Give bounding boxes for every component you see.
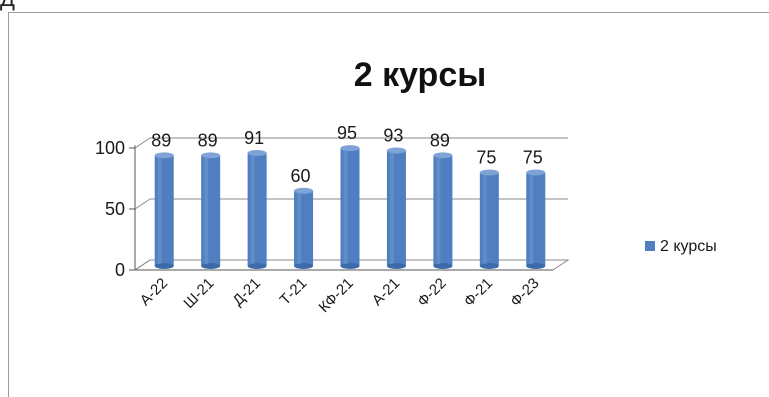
bar [386,147,406,269]
data-label: 60 [291,166,311,186]
data-label: 89 [198,130,218,150]
bar-base [386,263,406,269]
bar-top [154,152,174,159]
y-tick-label: 50 [105,199,125,219]
category-label: А-22 [137,275,171,309]
bar-base [201,263,221,269]
bar-highlight [297,192,302,264]
bar-body [479,172,499,266]
bar-body [386,150,406,266]
category-label: Ш-21 [180,275,217,312]
bar-body [247,152,267,266]
bars [154,145,546,269]
category-label: КФ-21 [316,275,357,316]
y-tick-label: 100 [95,138,125,158]
axes [129,145,570,271]
bar-top [201,152,221,159]
bar [201,152,221,269]
bar-body [433,155,453,266]
bar [526,169,546,269]
legend-swatch [645,241,655,251]
bar-top [386,147,406,154]
bar-highlight [250,154,255,264]
data-label: 91 [244,128,264,148]
bar-body [340,148,360,266]
legend: 2 курсы [645,238,717,255]
bar-base [247,263,267,269]
category-label: А-21 [369,275,403,309]
category-label: Т-21 [277,275,311,309]
category-label: Ф-23 [507,275,542,310]
chart-title: 2 курсы [354,56,487,94]
bar [433,152,453,269]
bar-body [294,190,314,266]
bar-highlight [389,152,394,264]
data-label: 95 [337,123,357,143]
bar-body [154,155,174,266]
bar-base [294,263,314,269]
bar-top [526,169,546,176]
bar-top [433,152,453,159]
bar-base [340,263,360,269]
bar-top [340,145,360,152]
data-label: 89 [430,130,450,150]
bar-body [526,172,546,266]
data-label: 93 [383,126,403,146]
bar-base [526,263,546,269]
bar-top [479,169,499,176]
bar [479,169,499,269]
data-label: 75 [476,148,496,168]
data-label: 75 [523,148,543,168]
bar [154,152,174,269]
bar-base [154,263,174,269]
x-category-labels: А-22 Ш-21 Д-21 Т-21 КФ-21 А-21 Ф-22 Ф-21 Ф-23 [137,275,543,316]
legend-label: 2 курсы [660,238,717,255]
bar-highlight [529,174,534,264]
bar-highlight [343,150,348,264]
bar [247,149,267,269]
bar-base [433,263,453,269]
y-tick-labels: 0 50 100 [95,138,125,280]
bar-body [201,155,221,266]
category-label: Д-21 [229,275,264,310]
y-tick-label: 0 [115,260,125,280]
bar-highlight [482,174,487,264]
bar-base [479,263,499,269]
data-label: 89 [151,130,171,150]
gridline-diagonal-100 [134,137,151,149]
bar-highlight [436,157,441,264]
category-label: Ф-22 [414,275,449,310]
bar [340,145,360,269]
data-labels: 89 89 91 60 95 93 89 75 75 [151,123,543,186]
bar-top [247,149,267,156]
bar-highlight [204,157,209,264]
category-label: Ф-21 [461,275,496,310]
top-text-fragment: Д [0,0,15,12]
bar-highlight [157,157,162,264]
gridline-diagonal-50 [134,198,151,210]
bar-top [294,187,314,194]
bar [294,187,314,269]
